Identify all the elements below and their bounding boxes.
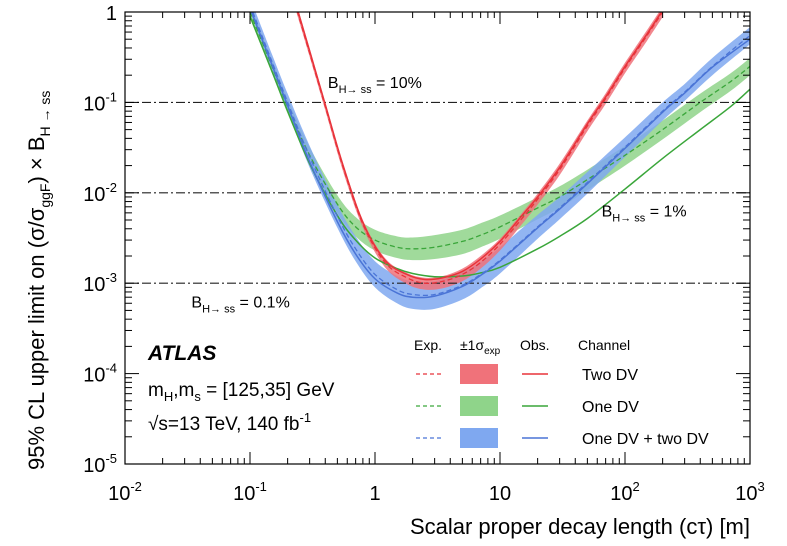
- y-label-mid: ) × B: [24, 136, 49, 183]
- legend-entry: One DV: [416, 396, 639, 416]
- reference-label: BH→ ss = 0.1%: [191, 294, 289, 315]
- legend-entry: Two DV: [416, 364, 638, 384]
- band-one-dv-two-dv: [250, 0, 750, 310]
- legend-label: One DV + two DV: [582, 431, 709, 448]
- legend-header-obs: Obs.: [520, 337, 550, 353]
- x-axis-label: Scalar proper decay length (cτ) [m]: [410, 514, 750, 539]
- y-tick-label: 10-2: [83, 180, 117, 206]
- y-label-sub2: H → ss: [37, 91, 53, 137]
- legend-header-band: ±1σexp: [460, 337, 501, 357]
- legend-label: Two DV: [582, 367, 638, 384]
- x-tick-label: 10: [489, 483, 511, 505]
- y-tick-label: 10-3: [83, 270, 117, 296]
- y-label-main: 95% CL upper limit on (σ/σ: [24, 207, 49, 470]
- x-tick-label: 102: [610, 479, 639, 505]
- legend-band-swatch: [460, 428, 498, 448]
- reference-label: BH→ ss = 1%: [602, 203, 687, 224]
- legend-band-swatch: [460, 396, 498, 416]
- legend-header-channel: Channel: [578, 337, 630, 353]
- mass-annotation: mH,ms = [125,35] GeV: [148, 380, 335, 404]
- x-tick-label: 1: [369, 483, 380, 505]
- band-one-dv: [250, 5, 750, 260]
- uncertainty-bands: [250, 0, 750, 310]
- legend-header-exp: Exp.: [414, 337, 442, 353]
- y-axis-label: 95% CL upper limit on (σ/σggF) × BH → ss: [24, 91, 53, 470]
- reference-label: BH→ ss = 10%: [328, 75, 422, 96]
- x-tick-label: 10-1: [233, 479, 267, 505]
- legend-label: One DV: [582, 399, 639, 416]
- legend: Exp. ±1σexp Obs. Channel Two DV One DV One…: [414, 337, 709, 448]
- y-tick-label: 10-5: [83, 451, 117, 477]
- y-label-sub1: ggF: [37, 184, 53, 208]
- energy-annotation: √s=13 TeV, 140 fb-1: [148, 410, 311, 435]
- experiment-label: ATLAS: [147, 342, 216, 365]
- y-tick-label: 10-1: [83, 89, 117, 115]
- legend-band-swatch: [460, 364, 498, 384]
- x-tick-label: 10-2: [108, 479, 142, 505]
- x-tick-label: 103: [735, 479, 764, 505]
- legend-entry: One DV + two DV: [416, 428, 709, 448]
- y-tick-label: 1: [106, 3, 117, 25]
- y-tick-label: 10-4: [83, 361, 117, 387]
